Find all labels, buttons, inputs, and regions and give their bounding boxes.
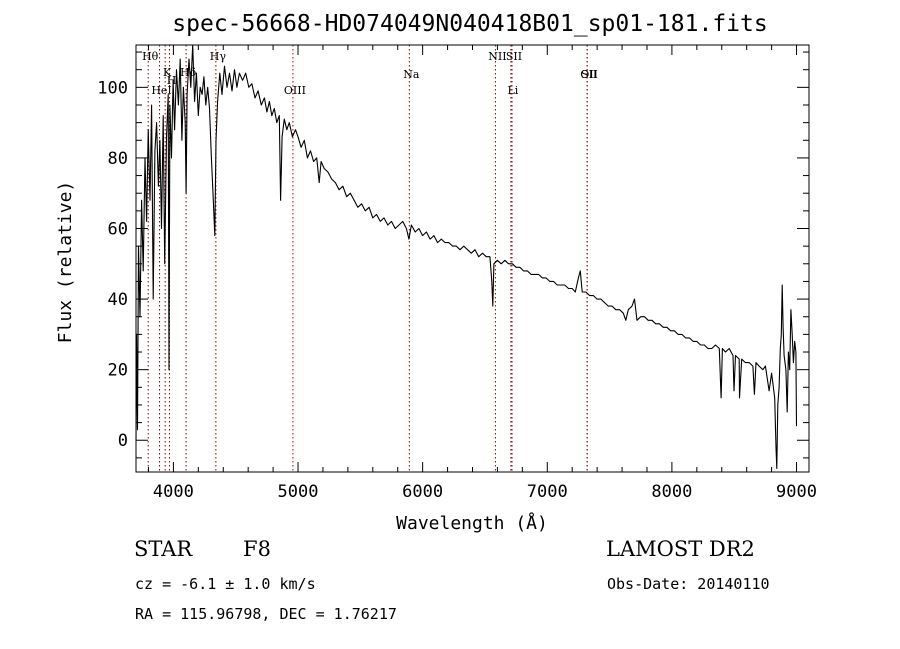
line-label-10: SII — [506, 50, 522, 63]
x-tick-label-5000: 5000 — [278, 482, 319, 502]
y-tick-label-80: 80 — [108, 149, 128, 169]
y-tick-label-0: 0 — [118, 431, 128, 451]
plot-frame — [135, 44, 810, 473]
y-tick-label-20: 20 — [108, 361, 128, 381]
line-label-1: HeI — [151, 84, 171, 97]
y-tick-label-60: 60 — [108, 220, 128, 240]
object-subclass: F8 — [243, 537, 271, 561]
chart-title: spec-56668-HD074049N040418B01_sp01-181.f… — [172, 11, 767, 37]
line-label-6: OIII — [284, 84, 306, 97]
coordinates: RA = 115.96798, DEC = 1.76217 — [135, 605, 397, 623]
x-tick-label-8000: 8000 — [651, 482, 692, 502]
y-axis: 0 20 40 60 80 100 — [97, 51, 809, 459]
line-label-3: H — [167, 74, 177, 87]
line-label-0: Hθ — [142, 50, 159, 63]
x-axis-label: Wavelength (Å) — [396, 512, 548, 534]
line-label-2: K — [163, 66, 172, 79]
x-tick-label-9000: 9000 — [776, 482, 817, 502]
object-class: STAR — [134, 537, 193, 561]
redshift-cz: cz = -6.1 ± 1.0 km/s — [135, 575, 316, 593]
x-axis: 4000 5000 6000 7000 8000 9000 — [147, 45, 817, 502]
line-label-8: NII — [488, 50, 506, 63]
line-label-11: OII — [580, 68, 598, 81]
y-axis-label: Flux (relative) — [55, 181, 76, 344]
spectrum-line-0 — [135, 44, 798, 470]
line-label-9: Li — [507, 84, 518, 97]
spectrum-series — [135, 44, 798, 470]
observation-date: Obs-Date: 20140110 — [607, 575, 770, 593]
y-tick-label-40: 40 — [108, 290, 128, 310]
line-label-12: SII — [581, 68, 597, 81]
x-tick-label-4000: 4000 — [153, 482, 194, 502]
x-tick-label-6000: 6000 — [402, 482, 443, 502]
line-label-7: Na — [403, 68, 420, 81]
line-label-5: Hγ — [210, 50, 227, 63]
survey-name: LAMOST DR2 — [606, 537, 755, 561]
y-tick-label-100: 100 — [97, 78, 128, 98]
x-tick-label-7000: 7000 — [527, 482, 568, 502]
